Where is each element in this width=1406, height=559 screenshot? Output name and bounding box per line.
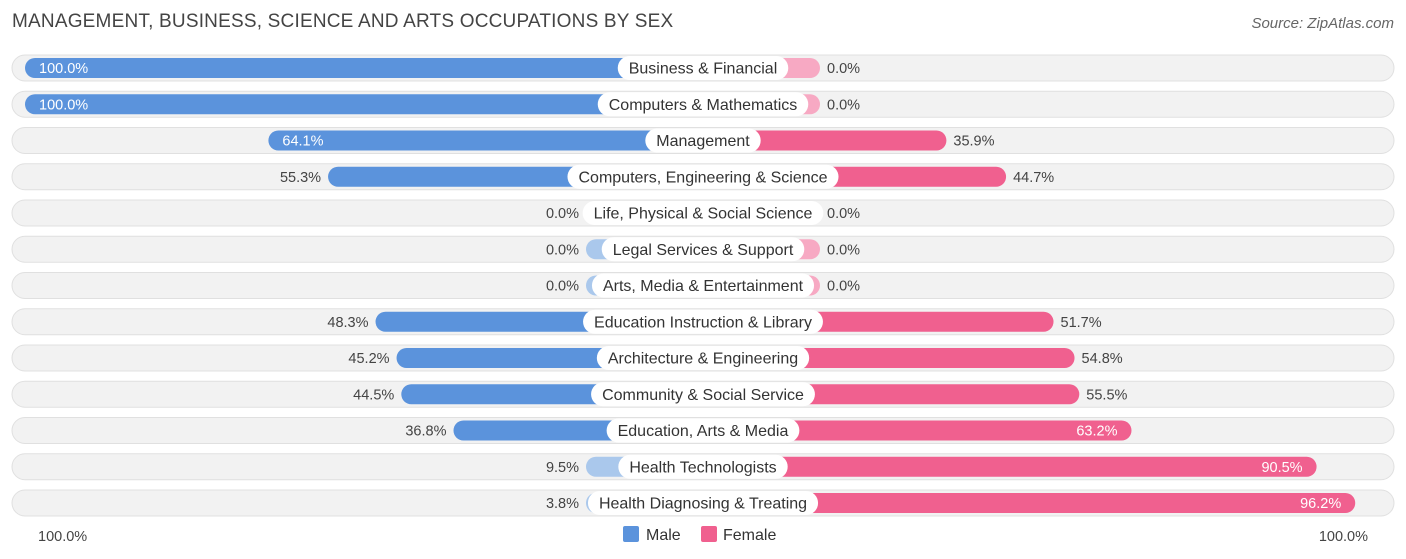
female-value-label: 0.0% [827, 242, 860, 258]
female-value-label: 0.0% [827, 97, 860, 113]
bar-row: Management 64.1% 35.9% [11, 127, 1395, 154]
bar-female [703, 130, 947, 151]
bar-male [25, 58, 703, 78]
category-label: Community & Social Service [602, 387, 804, 404]
bar-male [268, 130, 703, 151]
female-value-label: 0.0% [827, 206, 860, 222]
category-label: Business & Financial [629, 61, 778, 78]
male-value-label: 55.3% [280, 170, 321, 186]
female-value-label: 51.7% [1061, 315, 1102, 331]
female-value-label: 55.5% [1086, 387, 1127, 403]
male-value-label: 48.3% [327, 315, 368, 331]
category-pill [583, 309, 823, 334]
female-value-label: 0.0% [827, 279, 860, 295]
category-pill [591, 382, 815, 407]
bar-female [703, 493, 1356, 513]
bar-row: Architecture & Engineering 45.2% 54.8% [11, 344, 1395, 372]
category-pill [601, 237, 805, 262]
category-label: Management [656, 133, 750, 150]
male-value-label: 44.5% [353, 387, 394, 403]
bar-row: Computers & Mathematics 100.0% 0.0% [11, 90, 1395, 118]
category-pill [618, 454, 788, 479]
category-label: Life, Physical & Social Science [594, 206, 813, 223]
category-label: Computers, Engineering & Science [578, 169, 827, 186]
male-value-label: 100.0% [39, 61, 88, 77]
bar-row: Education, Arts & Media 36.8% 63.2% [11, 417, 1395, 444]
category-pill [567, 164, 839, 189]
chart-title: MANAGEMENT, BUSINESS, SCIENCE AND ARTS O… [12, 11, 674, 32]
bar-female [703, 420, 1132, 441]
male-value-label: 0.0% [546, 206, 579, 222]
female-value-label: 90.5% [1261, 460, 1302, 476]
female-value-label: 63.2% [1076, 424, 1117, 440]
bar-row: Health Diagnosing & Treating 3.8% 96.2% [11, 489, 1395, 517]
category-label: Computers & Mathematics [609, 97, 798, 114]
legend: Male Female [623, 526, 776, 544]
legend-label-male: Male [646, 527, 681, 544]
legend-label-female: Female [723, 527, 776, 544]
category-label: Arts, Media & Entertainment [603, 278, 804, 295]
category-pill [606, 418, 800, 443]
category-pill [591, 273, 815, 298]
category-label: Education, Arts & Media [618, 423, 789, 440]
bar-row: Computers, Engineering & Science 55.3% 44.… [11, 163, 1395, 191]
category-label: Architecture & Engineering [608, 351, 798, 368]
source-credit: Source: ZipAtlas.com [1251, 15, 1394, 32]
male-value-label: 100.0% [39, 97, 88, 113]
category-pill [597, 92, 809, 117]
category-pill [645, 128, 761, 153]
male-value-label: 64.1% [282, 134, 323, 150]
female-value-label: 54.8% [1082, 351, 1123, 367]
category-pill [587, 491, 819, 515]
category-label: Health Diagnosing & Treating [599, 496, 807, 513]
category-pill [617, 56, 789, 80]
female-value-label: 35.9% [953, 134, 994, 150]
category-label: Legal Services & Support [613, 242, 794, 259]
legend-swatch-female [701, 526, 717, 542]
male-value-label: 3.8% [546, 496, 579, 512]
axis-left-label: 100.0% [38, 529, 87, 545]
bar-row: Education Instruction & Library 48.3% 51.7… [11, 308, 1395, 336]
bar-row: Health Technologists 9.5% 90.5% [11, 453, 1395, 481]
bar-male [25, 94, 703, 115]
bar-row: Business & Financial 100.0% 0.0% [11, 54, 1395, 82]
male-value-label: 0.0% [546, 279, 579, 295]
axis-right-label: 100.0% [1319, 529, 1368, 545]
female-value-label: 44.7% [1013, 170, 1054, 186]
bar-row: Community & Social Service 44.5% 55.5% [11, 380, 1395, 408]
category-pill [596, 346, 810, 370]
bar-row: Life, Physical & Social Science 0.0% 0.0% [11, 199, 1395, 227]
category-label: Education Instruction & Library [594, 314, 812, 331]
female-value-label: 0.0% [827, 61, 860, 77]
bar-row: Legal Services & Support 0.0% 0.0% [11, 235, 1395, 263]
bar-female [703, 456, 1317, 477]
male-value-label: 0.0% [546, 242, 579, 258]
legend-swatch-male [623, 526, 639, 542]
male-value-label: 45.2% [348, 351, 389, 367]
male-value-label: 36.8% [405, 424, 446, 440]
bar-row: Arts, Media & Entertainment 0.0% 0.0% [11, 272, 1395, 299]
category-pill [582, 201, 824, 225]
female-value-label: 96.2% [1300, 496, 1341, 512]
category-label: Health Technologists [629, 459, 776, 476]
male-value-label: 9.5% [546, 460, 579, 476]
